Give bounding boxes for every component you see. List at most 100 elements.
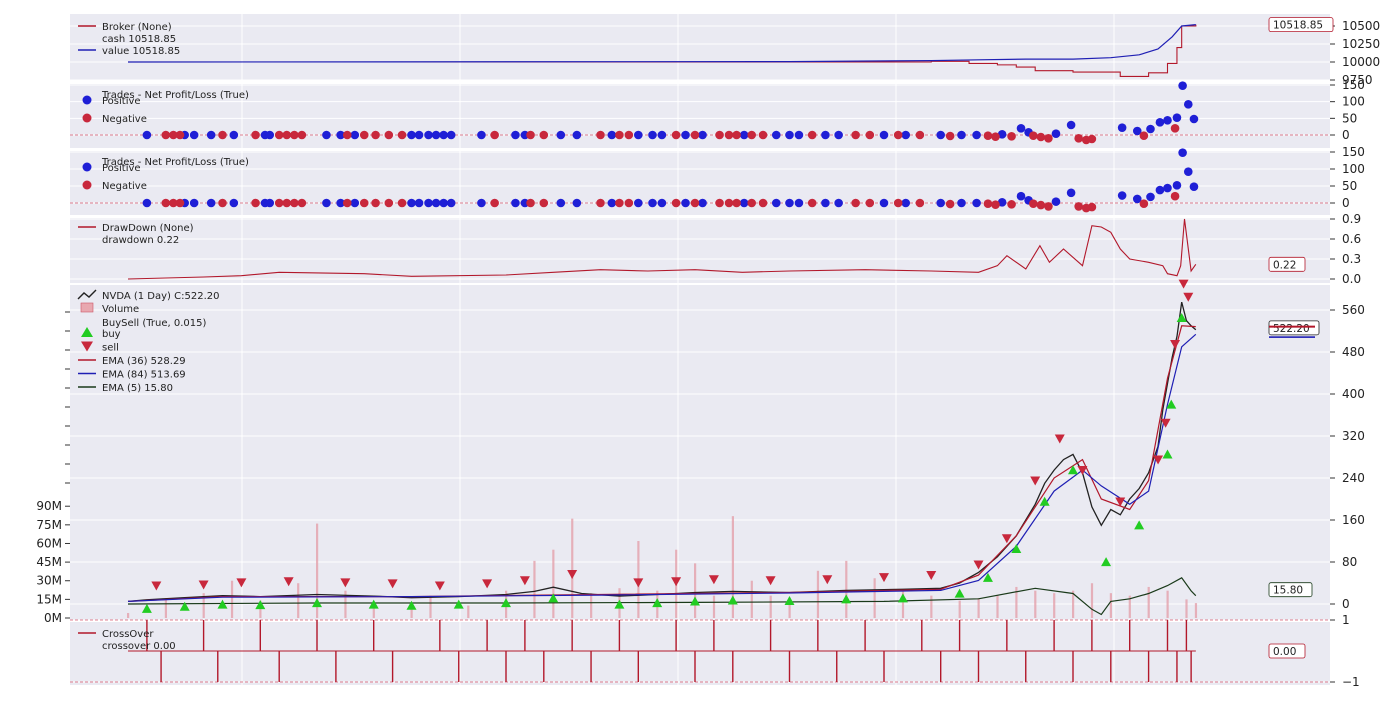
sell-marker <box>434 581 445 591</box>
negative-trade-point <box>1036 132 1046 142</box>
negative-trade-point <box>297 198 307 208</box>
positive-trade-point <box>698 130 707 140</box>
positive-trade-point <box>972 198 981 208</box>
y-tick-label: 1 <box>1342 613 1350 627</box>
negative-trade-point <box>715 198 724 208</box>
negative-trade-point <box>397 130 407 140</box>
negative-trade-point <box>1170 191 1180 201</box>
positive-trade-point <box>477 198 486 208</box>
legend-label: Positive <box>102 163 141 174</box>
positive-trade-point <box>785 130 794 140</box>
positive-trade-point <box>572 130 582 140</box>
negative-trade-point <box>671 130 681 140</box>
buy-marker <box>1176 313 1187 322</box>
negative-trade-point <box>991 132 1000 141</box>
volume-bar <box>996 595 999 618</box>
volume-bar <box>1185 599 1188 618</box>
negative-trade-point <box>161 130 171 140</box>
negative-trade-point <box>758 198 768 208</box>
negative-trade-point <box>945 199 955 209</box>
sell-marker <box>671 577 682 587</box>
negative-trade-point <box>807 198 817 208</box>
positive-trade-point <box>572 198 582 208</box>
positive-trade-point <box>821 198 830 208</box>
sell-marker <box>1160 418 1171 428</box>
positive-trade-point <box>681 130 690 140</box>
legend-label: Volume <box>102 304 139 315</box>
volume-tick-label: 0M <box>44 611 62 625</box>
negative-trade-point <box>724 198 734 208</box>
negative-trade-point <box>732 198 741 208</box>
negative-trade-point <box>490 198 499 208</box>
y-tick-label: 150 <box>1342 78 1365 92</box>
negative-trade-point <box>1029 131 1038 140</box>
last-value-tag <box>1268 582 1313 598</box>
positive-trade-point <box>648 198 657 208</box>
legend-label: EMA (84) 513.69 <box>102 370 186 381</box>
volume-bar <box>816 570 820 618</box>
legend-marker <box>82 180 92 190</box>
y-tick-label: 150 <box>1342 145 1365 159</box>
negative-trade-point <box>175 198 185 208</box>
positive-trade-point <box>1051 129 1061 138</box>
positive-trade-point <box>957 130 966 140</box>
positive-trade-point <box>511 198 520 208</box>
series-ema-5 <box>127 577 1197 616</box>
negative-trade-point <box>624 130 634 140</box>
panel-2: 150 100 50 0 Trades - Net Profit/Loss (True)… <box>70 78 1365 148</box>
y-tick-label: −1 <box>1342 675 1360 689</box>
y-tick-label: 240 <box>1342 471 1365 485</box>
negative-trade-point <box>1044 202 1053 211</box>
negative-trade-point <box>596 130 605 140</box>
buy-marker <box>1134 520 1145 530</box>
negative-trade-point <box>1029 199 1038 208</box>
buy-marker <box>690 596 700 606</box>
panel-5: 560 480 400 320 240 160 80 0 90M 75M 60M 45M 30M 15M 0… <box>36 279 1365 625</box>
legend-label: NVDA (1 Day) C:522.20 <box>102 291 219 302</box>
negative-trade-point <box>747 130 756 140</box>
positive-trade-point <box>556 130 566 140</box>
negative-trade-point <box>893 130 903 140</box>
buy-marker <box>1039 496 1050 506</box>
volume-bar <box>533 560 536 618</box>
positive-trade-point <box>1132 194 1142 204</box>
sell-marker <box>708 575 719 585</box>
positive-trade-point <box>439 130 448 140</box>
legend-label: value 10518.85 <box>102 46 180 57</box>
positive-trade-point <box>834 130 843 140</box>
buy-marker <box>179 601 190 611</box>
volume-bar <box>230 580 234 618</box>
negative-trade-point <box>175 130 185 140</box>
volume-bar <box>1072 590 1075 618</box>
y-tick-label: 400 <box>1342 387 1365 401</box>
buy-marker <box>453 599 464 609</box>
buy-marker <box>1162 449 1173 459</box>
negative-trade-point <box>758 130 768 140</box>
buy-marker <box>217 599 228 609</box>
y-tick-label: 0 <box>1342 597 1350 611</box>
panel-background <box>70 285 1330 620</box>
panel-background <box>70 14 1330 80</box>
positive-trade-point <box>1117 191 1127 200</box>
positive-trade-point <box>424 130 433 140</box>
negative-trade-point <box>359 198 369 208</box>
positive-trade-point <box>446 130 456 140</box>
negative-trade-point <box>297 130 307 140</box>
positive-trade-point <box>1183 167 1193 177</box>
y-tick-label: 0.6 <box>1342 232 1361 246</box>
buy-marker <box>784 595 795 605</box>
negative-trade-point <box>615 130 624 140</box>
series-drawdown <box>127 218 1197 280</box>
positive-trade-point <box>834 198 843 208</box>
legend-marker <box>81 341 93 352</box>
positive-trade-point <box>336 130 345 140</box>
sell-marker <box>1030 476 1041 486</box>
volume-bar <box>1053 593 1056 618</box>
sell-marker <box>973 560 984 570</box>
panel-3: 150 100 50 0 Trades - Net Profit/Loss (True)… <box>70 145 1365 215</box>
negative-trade-point <box>1007 132 1016 141</box>
positive-trade-point <box>698 198 707 208</box>
buy-marker <box>548 593 559 603</box>
positive-trade-point <box>972 130 981 140</box>
buy-marker <box>841 594 852 604</box>
